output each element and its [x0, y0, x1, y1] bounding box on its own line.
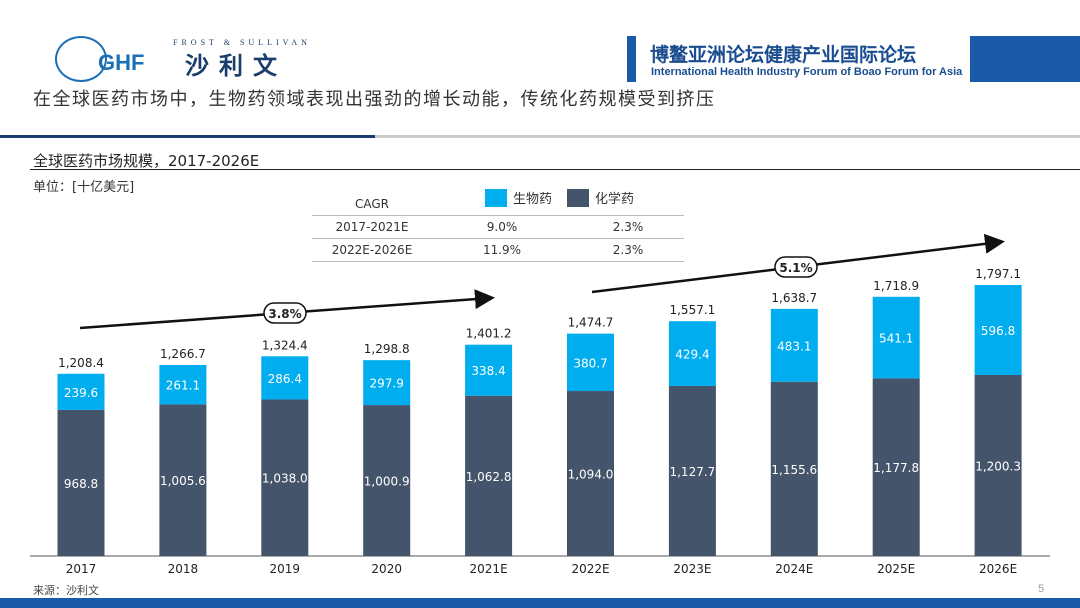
data-label-bio: 297.9 — [370, 377, 404, 391]
header-accent-box — [970, 36, 1080, 82]
data-label-total: 1,474.7 — [568, 316, 614, 330]
bar-chem — [770, 381, 818, 556]
x-tick-label: 2020 — [371, 562, 402, 576]
bar-bio — [57, 373, 105, 410]
data-label-total: 1,557.1 — [669, 303, 715, 317]
data-label-total: 1,718.9 — [873, 279, 919, 293]
data-label-chem: 1,038.0 — [262, 472, 308, 486]
bar-chem — [567, 391, 614, 556]
table-cell: 11.9% — [432, 238, 572, 262]
bar-bio — [872, 296, 920, 379]
x-tick-label: 2018 — [168, 562, 199, 576]
data-label-bio: 338.4 — [471, 364, 505, 378]
data-label-chem: 1,005.6 — [160, 474, 206, 488]
ghf-logo-text: GHF — [98, 50, 145, 75]
bar-chem — [872, 378, 920, 556]
table-cell: 2.3% — [572, 215, 684, 239]
bar-bio — [567, 333, 614, 392]
x-tick-label: 2021E — [470, 562, 508, 576]
bar-bio — [363, 360, 411, 406]
divider — [375, 135, 1080, 138]
table-row: CAGR — [312, 193, 684, 216]
cagr-badge-label: 3.8% — [268, 307, 301, 321]
data-label-bio: 541.1 — [879, 332, 913, 346]
data-label-chem: 1,000.9 — [364, 475, 410, 489]
source-note: 来源：沙利文 — [33, 584, 99, 597]
data-label-chem: 1,062.8 — [466, 470, 512, 484]
data-label-total: 1,401.2 — [466, 327, 512, 341]
bar-bio — [668, 321, 716, 386]
x-tick-label: 2023E — [673, 562, 711, 576]
table-cell: 2017-2021E — [312, 215, 432, 239]
bar-bio — [159, 364, 207, 405]
divider — [0, 135, 375, 138]
table-row: 2017-2021E 9.0% 2.3% — [312, 215, 684, 239]
table-row: 2022E-2026E 11.9% 2.3% — [312, 238, 684, 262]
bar-bio — [465, 344, 513, 396]
x-tick-label: 2019 — [270, 562, 301, 576]
data-label-chem: 968.8 — [64, 477, 98, 491]
bar-bio — [770, 308, 818, 382]
data-label-bio: 483.1 — [777, 339, 811, 353]
frost-sullivan-cn-logo: 沙利文 — [185, 52, 287, 80]
data-label-chem: 1,127.7 — [669, 465, 715, 479]
bar-bio — [974, 285, 1022, 375]
bar-chem — [974, 374, 1022, 556]
page-number: 5 — [1038, 583, 1045, 595]
table-cell: 2.3% — [572, 238, 684, 262]
data-label-chem: 1,155.6 — [771, 463, 817, 477]
data-label-bio: 380.7 — [573, 356, 607, 370]
data-label-bio: 429.4 — [675, 348, 709, 362]
data-label-total: 1,298.8 — [364, 342, 410, 356]
ghf-globe-logo — [55, 36, 107, 82]
frost-sullivan-en: FROST & SULLIVAN — [173, 38, 311, 47]
bar-bio — [261, 356, 309, 400]
bar-chem — [465, 395, 513, 556]
cagr-badge-label: 5.1% — [779, 261, 812, 275]
data-label-total: 1,208.4 — [58, 356, 104, 370]
divider — [30, 169, 1080, 170]
header-accent-bar — [627, 36, 636, 82]
data-label-chem: 1,094.0 — [568, 468, 614, 482]
cagr-badge — [263, 302, 307, 324]
data-label-bio: 596.8 — [981, 324, 1015, 338]
x-tick-label: 2017 — [66, 562, 97, 576]
chart-title: 全球医药市场规模，2017-2026E — [33, 152, 260, 170]
x-tick-label: 2022E — [571, 562, 609, 576]
bar-chem — [668, 385, 716, 556]
data-label-total: 1,324.4 — [262, 338, 308, 352]
data-label-total: 1,638.7 — [771, 291, 817, 305]
footer-bar — [0, 598, 1080, 608]
table-cell: 9.0% — [432, 215, 572, 239]
unit-label: 单位：[十亿美元] — [33, 180, 135, 195]
bar-chem — [363, 405, 411, 556]
forum-title-en: International Health Industry Forum of B… — [651, 66, 963, 78]
x-tick-label: 2024E — [775, 562, 813, 576]
data-label-chem: 1,200.3 — [975, 459, 1021, 473]
x-tick-label: 2026E — [979, 562, 1017, 576]
data-label-bio: 261.1 — [166, 379, 200, 393]
bar-chem — [159, 404, 207, 556]
bar-chem — [261, 399, 309, 556]
bar-chem — [57, 409, 105, 556]
x-tick-label: 2025E — [877, 562, 915, 576]
forum-title-cn: 博鳌亚洲论坛健康产业国际论坛 — [650, 44, 917, 66]
data-label-total: 1,797.1 — [975, 267, 1021, 281]
page-headline: 在全球医药市场中，生物药领域表现出强劲的增长动能，传统化药规模受到挤压 — [33, 89, 716, 110]
data-label-total: 1,266.7 — [160, 347, 206, 361]
data-label-bio: 239.6 — [64, 386, 98, 400]
table-cell: 2022E-2026E — [312, 238, 432, 262]
data-label-chem: 1,177.8 — [873, 461, 919, 475]
cagr-badge — [774, 256, 818, 278]
table-header: CAGR — [312, 193, 432, 216]
cagr-table: CAGR 2017-2021E 9.0% 2.3% 2022E-2026E 11.9%… — [312, 193, 684, 262]
data-label-bio: 286.4 — [268, 372, 302, 386]
